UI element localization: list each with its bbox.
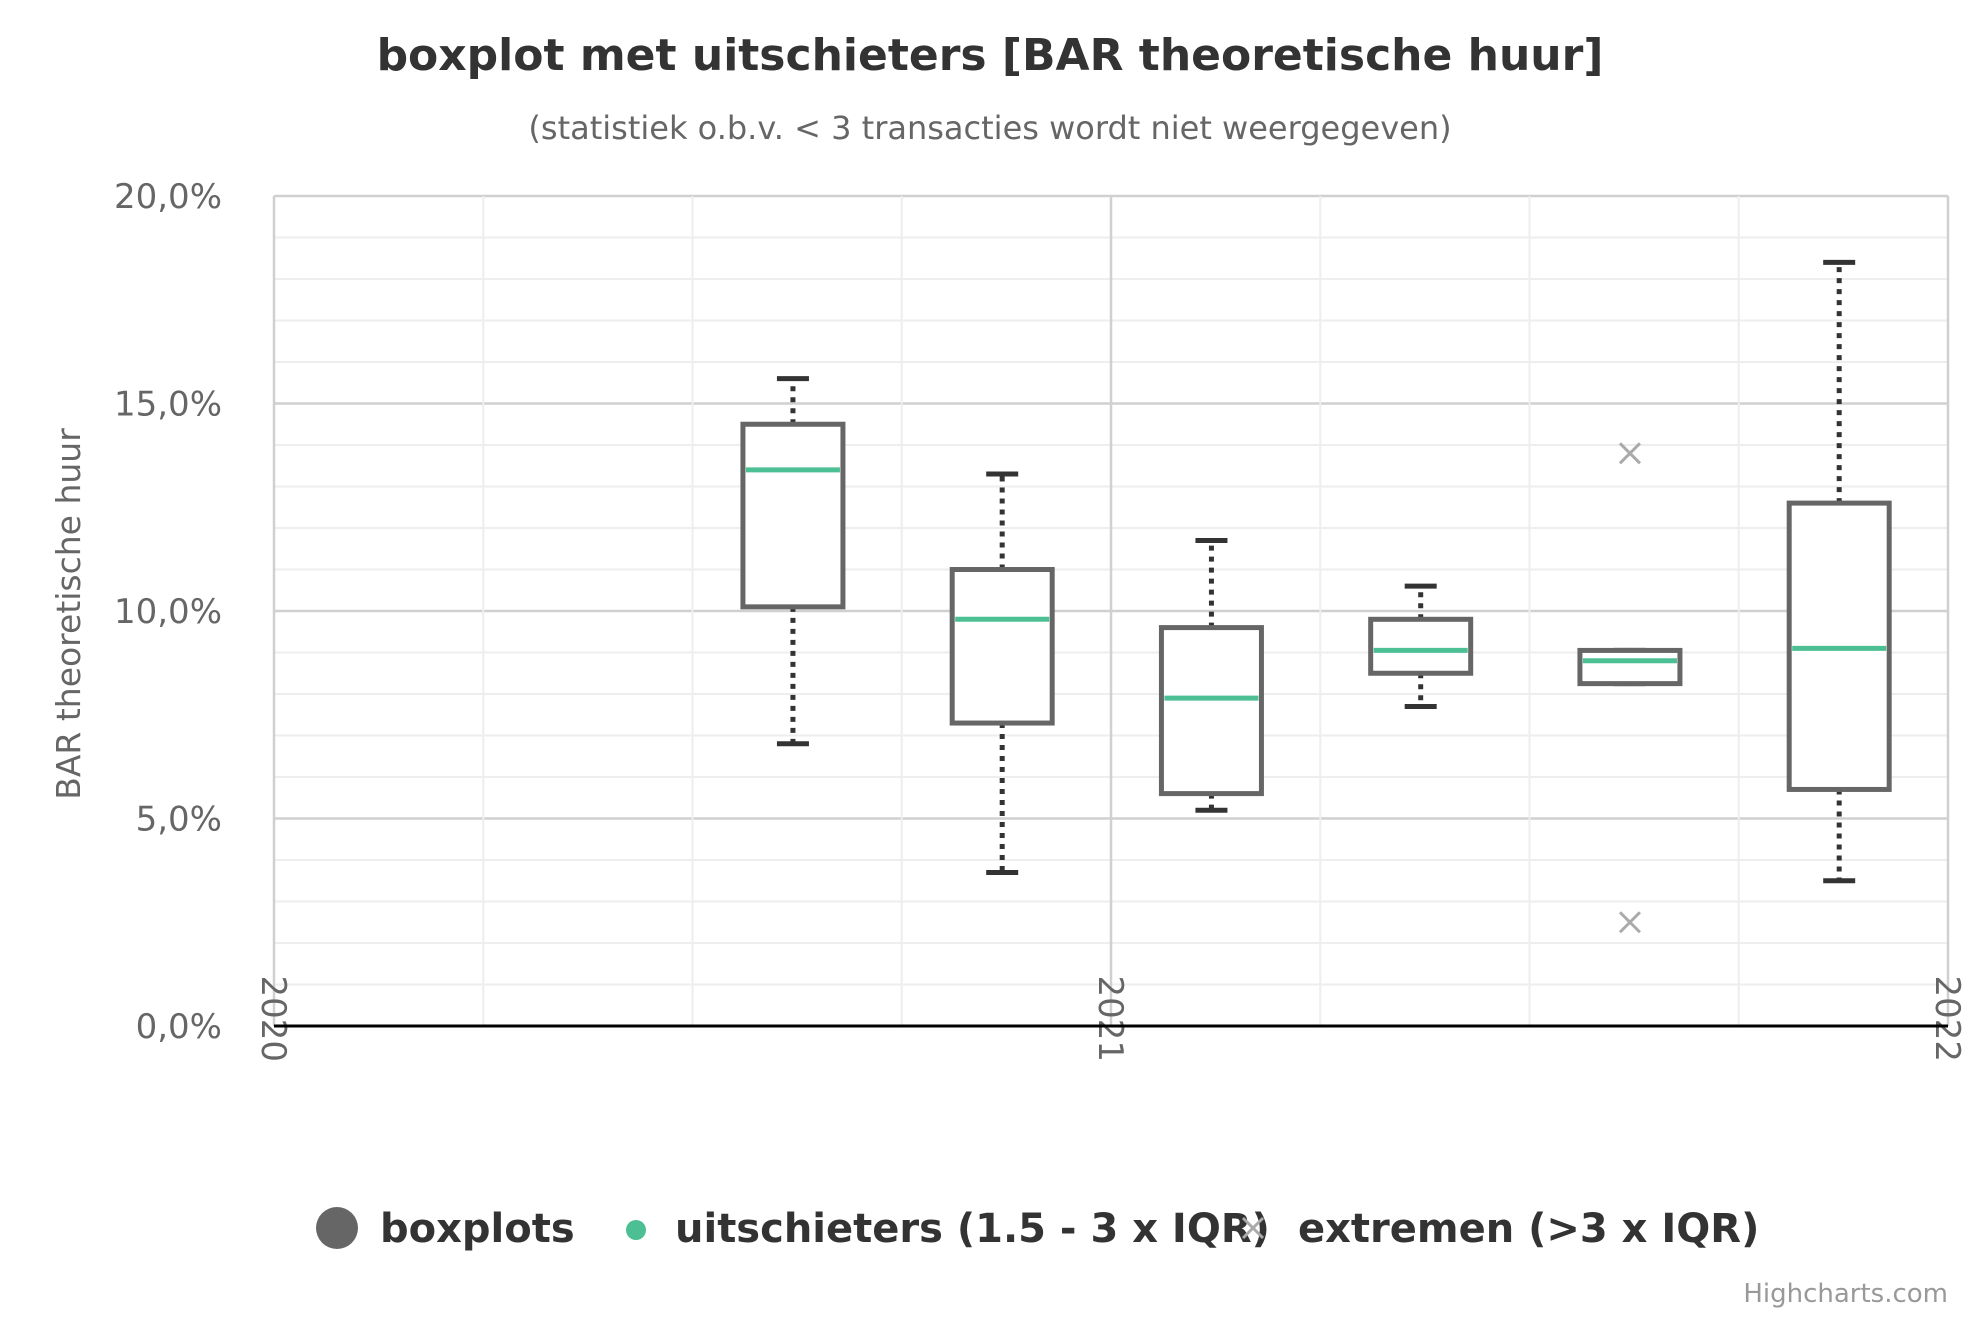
x-tick-label: 2021 — [1090, 975, 1130, 1062]
legend-uitschieters-label: uitschieters (1.5 - 3 x IQR) — [675, 1206, 1270, 1252]
boxplot — [949, 471, 1055, 875]
box — [1577, 647, 1683, 687]
legend-item-uitschieters[interactable]: uitschieters (1.5 - 3 x IQR) — [626, 1206, 1270, 1252]
extreme-stroke — [1618, 442, 1642, 465]
y-tick-label: 10,0% — [114, 592, 222, 632]
legend: boxplots uitschieters (1.5 - 3 x IQR) ex… — [316, 1206, 1759, 1252]
boxplot — [1577, 647, 1683, 687]
legend-boxplots-symbol — [316, 1207, 358, 1249]
boxplot — [1786, 259, 1892, 884]
y-tick-label: 15,0% — [114, 385, 222, 425]
x-axis-tick-labels: 2020 2021 2022 — [253, 975, 1967, 1062]
x-tick-label: 2020 — [253, 975, 293, 1062]
box — [740, 421, 846, 610]
extreme-point — [1618, 442, 1642, 465]
boxplot — [740, 376, 846, 747]
boxplot — [1368, 583, 1474, 709]
legend-extremen-symbol — [1241, 1216, 1265, 1240]
y-tick-label: 5,0% — [136, 800, 222, 840]
chart-subtitle: (statistiek o.b.v. < 3 transacties wordt… — [528, 109, 1451, 147]
chart-title: boxplot met uitschieters [BAR theoretisc… — [377, 30, 1604, 81]
legend-item-extremen[interactable]: extremen (>3 x IQR) — [1241, 1206, 1759, 1252]
y-tick-label: 0,0% — [136, 1007, 222, 1047]
extreme-point — [1618, 911, 1642, 934]
boxplot — [1158, 537, 1264, 813]
boxplot-series — [740, 259, 1892, 884]
credits-link[interactable]: Highcharts.com — [1743, 1279, 1948, 1309]
box — [1158, 625, 1264, 797]
legend-item-boxplots[interactable]: boxplots — [316, 1206, 575, 1252]
y-axis-tick-labels: 0,0% 5,0% 10,0% 15,0% 20,0% — [114, 177, 222, 1047]
legend-boxplots-label: boxplots — [380, 1206, 575, 1252]
y-axis-label: BAR theoretische huur — [49, 428, 88, 800]
legend-uitschieters-symbol — [626, 1220, 646, 1240]
legend-extremen-label: extremen (>3 x IQR) — [1298, 1206, 1759, 1252]
y-tick-label: 20,0% — [114, 177, 222, 217]
box — [949, 567, 1055, 726]
box — [1368, 616, 1474, 676]
extremes-series — [1618, 442, 1642, 934]
x-tick-label: 2022 — [1927, 975, 1967, 1062]
x-gridlines — [272, 196, 1950, 1026]
extreme-stroke — [1618, 911, 1642, 934]
